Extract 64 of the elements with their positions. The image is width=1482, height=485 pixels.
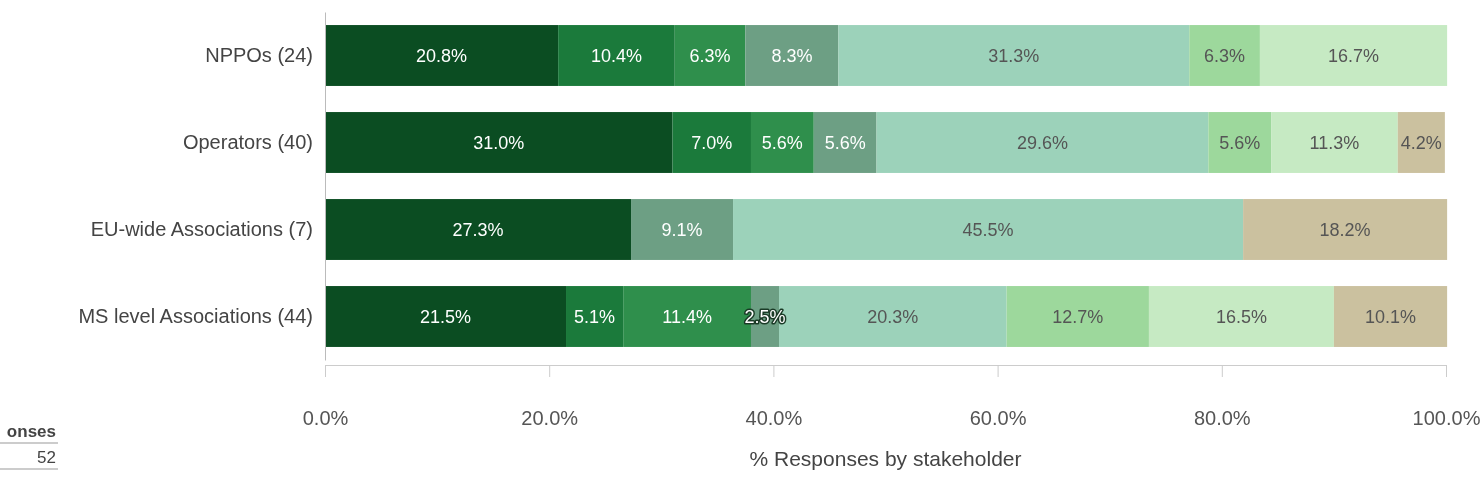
data-label: 29.6% [1016, 132, 1068, 153]
data-label: 45.5% [962, 219, 1014, 240]
data-label: 7.0% [691, 132, 733, 153]
x-tick-label: 60.0% [969, 407, 1027, 430]
bar [1148, 286, 1334, 347]
data-label: 6.3% [1204, 45, 1246, 66]
text: onses [6, 422, 56, 441]
data-label: 6.3% [689, 45, 731, 66]
bar [325, 286, 567, 347]
data-label: 10.4% [590, 45, 642, 66]
bar [813, 112, 877, 173]
data-label: 10.1% [1364, 306, 1417, 327]
data-label: 12.7% [1052, 306, 1104, 327]
bar [1333, 286, 1448, 347]
bar [745, 25, 839, 86]
data-label: 16.5% [1215, 306, 1267, 327]
x-tick-label: 40.0% [745, 407, 803, 430]
text: 52 [37, 448, 56, 467]
bar [1243, 199, 1448, 260]
bar [733, 199, 1244, 260]
bar [838, 25, 1190, 86]
x-tick-label: 100.0% [1412, 407, 1481, 430]
bar [674, 25, 746, 86]
bar [1271, 112, 1398, 173]
x-tick-label: 80.0% [1193, 407, 1251, 430]
bar [1006, 286, 1149, 347]
bar [325, 199, 632, 260]
data-label: 31.0% [473, 132, 525, 153]
x-tick-label: 0.0% [302, 407, 349, 430]
y-tick-label: Operators (40) [182, 130, 313, 153]
bar [1208, 112, 1272, 173]
data-label: 4.2% [1400, 132, 1442, 153]
data-label: 5.6% [824, 132, 866, 153]
y-tick-label: MS level Associations (44) [78, 304, 313, 327]
data-label: 16.7% [1327, 45, 1380, 66]
data-label: 11.4% [662, 306, 712, 327]
data-label: 18.2% [1319, 219, 1371, 240]
data-label: 31.3% [988, 45, 1040, 66]
bar [558, 25, 675, 86]
data-label: 2.5% [744, 306, 786, 327]
x-tick-label: 20.0% [521, 407, 579, 430]
data-label: 5.6% [761, 132, 803, 153]
data-label: 27.3% [452, 219, 504, 240]
bar [672, 112, 751, 173]
data-label: 5.1% [574, 306, 616, 327]
data-label: 5.6% [1219, 132, 1261, 153]
bar [325, 112, 673, 173]
bar [750, 112, 814, 173]
bar [631, 199, 734, 260]
bar [1397, 112, 1445, 173]
y-tick-label: NPPOs (24) [205, 43, 313, 66]
y-tick-label: EU-wide Associations (7) [90, 217, 313, 240]
bar [566, 286, 624, 347]
data-label: 8.3% [771, 45, 813, 66]
bar [1189, 25, 1260, 86]
bar [325, 25, 559, 86]
data-label: 20.8% [416, 45, 468, 66]
data-label: 20.3% [867, 306, 919, 327]
data-label: 9.1% [661, 219, 703, 240]
data-label: 11.3% [1309, 132, 1360, 153]
bar [876, 112, 1209, 173]
bar [1259, 25, 1448, 86]
x-axis-title: % Responses by stakeholder [749, 447, 1022, 470]
data-label: 21.5% [419, 306, 472, 327]
